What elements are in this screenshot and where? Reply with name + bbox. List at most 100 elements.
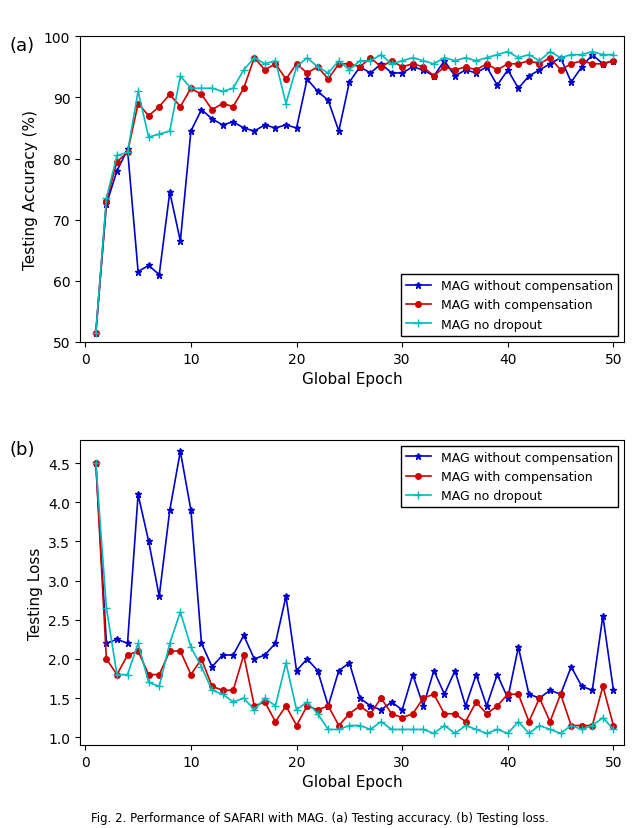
MAG with compensation <box>229 686 237 696</box>
MAG no dropout <box>145 677 152 687</box>
MAG without compensation <box>314 87 321 97</box>
MAG no dropout <box>557 54 564 64</box>
MAG no dropout <box>567 51 575 60</box>
MAG without compensation <box>261 121 269 131</box>
MAG with compensation <box>377 63 385 73</box>
MAG no dropout <box>451 729 459 739</box>
MAG no dropout <box>335 56 342 66</box>
MAG without compensation <box>461 66 469 76</box>
MAG no dropout <box>578 51 586 60</box>
MAG without compensation <box>282 591 290 601</box>
MAG with compensation <box>504 60 511 70</box>
MAG without compensation <box>451 666 459 676</box>
MAG with compensation <box>240 650 248 660</box>
Text: Fig. 2. Performance of SAFARI with MAG. (a) Testing accuracy. (b) Testing loss.: Fig. 2. Performance of SAFARI with MAG. … <box>91 811 549 824</box>
MAG no dropout <box>303 54 311 64</box>
MAG without compensation <box>588 686 596 696</box>
MAG no dropout <box>451 56 459 66</box>
MAG no dropout <box>335 724 342 734</box>
MAG without compensation <box>567 78 575 88</box>
MAG without compensation <box>388 697 396 707</box>
MAG with compensation <box>609 56 617 66</box>
MAG with compensation <box>134 99 142 109</box>
MAG no dropout <box>377 717 385 727</box>
MAG no dropout <box>536 56 543 66</box>
MAG with compensation <box>346 709 353 719</box>
MAG without compensation <box>440 690 448 700</box>
MAG with compensation <box>461 63 469 73</box>
MAG with compensation <box>240 84 248 94</box>
MAG no dropout <box>92 328 100 338</box>
MAG without compensation <box>198 638 205 648</box>
MAG no dropout <box>493 724 501 734</box>
MAG no dropout <box>261 60 269 70</box>
MAG without compensation <box>124 145 131 155</box>
MAG no dropout <box>346 720 353 730</box>
MAG without compensation <box>609 686 617 696</box>
MAG no dropout <box>609 724 617 734</box>
Y-axis label: Testing Loss: Testing Loss <box>28 546 43 638</box>
MAG with compensation <box>367 709 374 719</box>
MAG without compensation <box>567 662 575 672</box>
MAG no dropout <box>409 54 417 64</box>
MAG with compensation <box>419 63 427 73</box>
MAG no dropout <box>134 87 142 97</box>
MAG without compensation <box>156 591 163 601</box>
MAG with compensation <box>177 647 184 657</box>
MAG no dropout <box>314 709 321 719</box>
MAG no dropout <box>430 729 438 739</box>
MAG with compensation <box>377 693 385 703</box>
MAG with compensation <box>461 717 469 727</box>
MAG with compensation <box>124 650 131 660</box>
MAG no dropout <box>314 63 321 73</box>
MAG without compensation <box>504 693 511 703</box>
MAG with compensation <box>515 690 522 700</box>
MAG with compensation <box>388 56 396 66</box>
MAG without compensation <box>303 654 311 664</box>
MAG with compensation <box>430 72 438 82</box>
MAG no dropout <box>599 713 607 723</box>
MAG without compensation <box>346 78 353 88</box>
MAG without compensation <box>102 200 110 210</box>
MAG no dropout <box>546 724 554 734</box>
MAG with compensation <box>303 701 311 711</box>
Line: MAG with compensation: MAG with compensation <box>93 55 616 336</box>
MAG no dropout <box>377 51 385 60</box>
MAG with compensation <box>250 54 258 64</box>
MAG without compensation <box>346 658 353 668</box>
MAG without compensation <box>599 60 607 70</box>
X-axis label: Global Epoch: Global Epoch <box>301 372 403 387</box>
MAG no dropout <box>134 638 142 648</box>
MAG without compensation <box>303 75 311 85</box>
MAG no dropout <box>240 693 248 703</box>
MAG with compensation <box>588 720 596 730</box>
MAG no dropout <box>145 133 152 143</box>
Legend: MAG without compensation, MAG with compensation, MAG no dropout: MAG without compensation, MAG with compe… <box>401 275 618 336</box>
MAG without compensation <box>250 654 258 664</box>
MAG without compensation <box>419 66 427 76</box>
MAG with compensation <box>557 690 564 700</box>
MAG no dropout <box>229 84 237 94</box>
MAG without compensation <box>356 693 364 703</box>
MAG no dropout <box>208 84 216 94</box>
MAG without compensation <box>440 56 448 66</box>
MAG no dropout <box>250 705 258 715</box>
MAG without compensation <box>92 328 100 338</box>
MAG no dropout <box>198 84 205 94</box>
Text: (a): (a) <box>10 37 35 55</box>
MAG no dropout <box>515 717 522 727</box>
MAG with compensation <box>282 701 290 711</box>
MAG with compensation <box>588 60 596 70</box>
MAG with compensation <box>156 670 163 680</box>
MAG no dropout <box>102 604 110 614</box>
MAG with compensation <box>166 647 173 657</box>
MAG without compensation <box>229 650 237 660</box>
MAG without compensation <box>156 270 163 280</box>
MAG without compensation <box>609 56 617 66</box>
MAG no dropout <box>461 720 469 730</box>
MAG without compensation <box>208 662 216 672</box>
MAG with compensation <box>536 60 543 70</box>
MAG with compensation <box>356 701 364 711</box>
MAG without compensation <box>493 81 501 91</box>
MAG no dropout <box>324 724 332 734</box>
